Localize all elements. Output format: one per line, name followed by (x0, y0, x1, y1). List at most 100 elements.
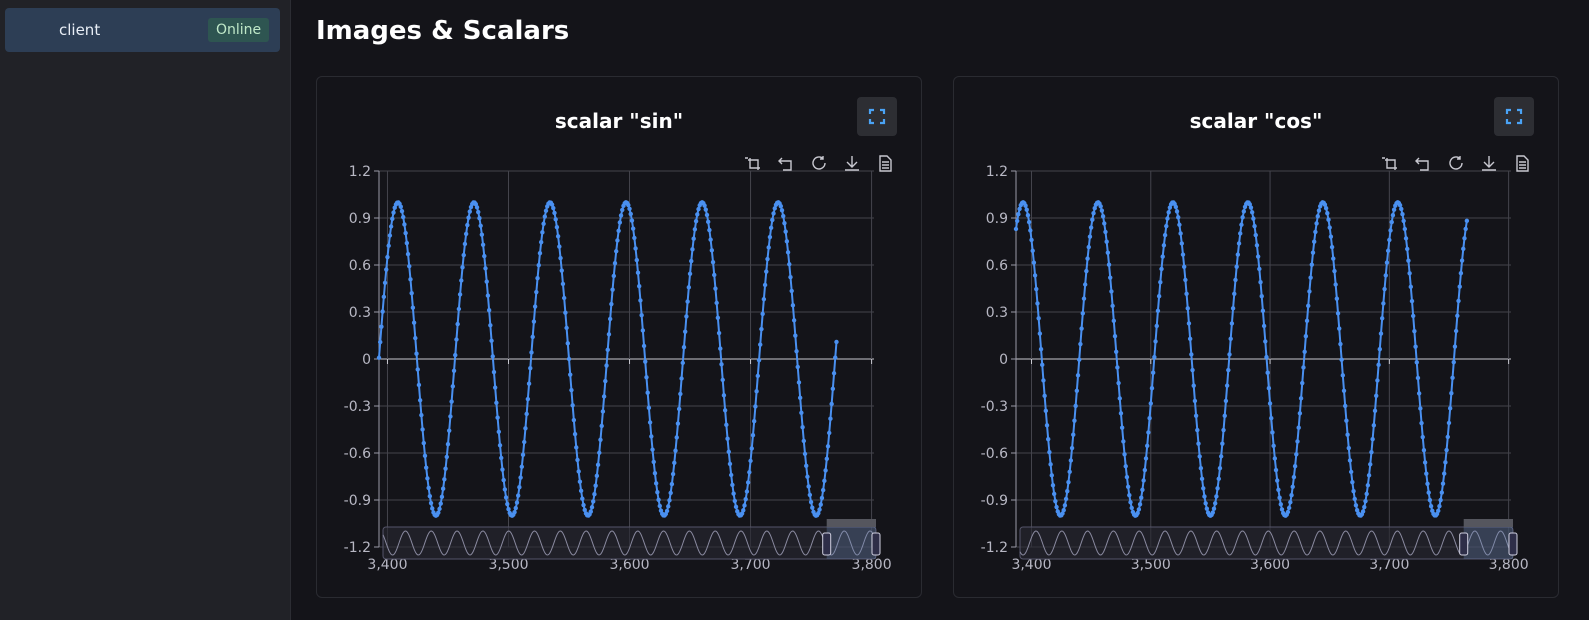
datazoom-slider[interactable] (382, 526, 877, 560)
data-point (1036, 316, 1041, 321)
data-point (474, 205, 480, 210)
datazoom-handle[interactable] (822, 532, 832, 556)
data-point (1086, 244, 1091, 250)
data-point (749, 446, 754, 451)
data-point (440, 486, 446, 491)
data-point (1350, 479, 1355, 485)
data-point (515, 493, 521, 498)
data-point (426, 485, 431, 491)
download-icon[interactable] (1482, 156, 1496, 171)
data-point (1145, 443, 1150, 449)
data-point (1333, 282, 1338, 287)
zoom-select-icon[interactable] (1382, 157, 1397, 170)
fullscreen-button[interactable] (857, 97, 897, 136)
data-point (581, 502, 586, 508)
data-point (1112, 334, 1118, 339)
data-point (480, 242, 486, 247)
data-point (1463, 226, 1468, 232)
data-point (822, 478, 827, 484)
data-point (1146, 430, 1151, 435)
datazoom-handle[interactable] (1459, 532, 1469, 556)
zoom-reset-icon[interactable] (778, 157, 792, 171)
datazoom-window[interactable] (826, 527, 876, 559)
data-point (552, 210, 557, 216)
download-icon[interactable] (845, 156, 859, 171)
data-point (1128, 500, 1133, 505)
data-point (491, 369, 497, 375)
datazoom-move-handle[interactable] (826, 519, 876, 527)
data-point (1374, 393, 1379, 399)
data-point (1425, 481, 1430, 486)
data-point (1062, 503, 1068, 508)
datazoom-series (382, 530, 877, 556)
datazoom-window[interactable] (1463, 527, 1513, 559)
data-point (1054, 504, 1059, 510)
data-point (709, 248, 715, 253)
data-point (761, 296, 767, 302)
data-point (1296, 425, 1301, 430)
data-point (669, 481, 675, 487)
data-point (1338, 341, 1343, 347)
data-point (1351, 489, 1356, 494)
x-tick-label: 3,700 (731, 557, 771, 573)
sidebar-item-client[interactable]: client Online (5, 8, 280, 52)
data-point (760, 311, 765, 317)
data-point (724, 422, 729, 428)
data-point (1457, 284, 1462, 289)
data-point (1192, 398, 1198, 404)
data-point (1034, 286, 1039, 292)
data-point (696, 206, 701, 212)
data-point (571, 417, 577, 423)
datazoom-move-handle[interactable] (1463, 519, 1513, 527)
datazoom-handle[interactable] (871, 532, 881, 556)
x-tick-label: 3,800 (852, 557, 892, 573)
data-point (743, 496, 748, 502)
datazoom-handle[interactable] (1508, 532, 1518, 556)
chart-sin[interactable]: 1.2 0.9 0.6 0.3 0 -0.3 -0.6 -0.9 -1.23,400 3,500 3… (317, 77, 923, 599)
data-point (424, 465, 429, 470)
data-point (1061, 507, 1066, 513)
fullscreen-icon (868, 108, 886, 125)
data-view-icon[interactable] (879, 155, 892, 172)
data-point (650, 447, 655, 452)
data-point (380, 309, 385, 314)
data-point (1110, 303, 1115, 309)
data-point (1127, 493, 1132, 498)
data-point (715, 315, 721, 320)
data-point (1195, 427, 1200, 433)
data-point (802, 451, 808, 457)
data-point (768, 225, 774, 231)
data-point (427, 493, 433, 499)
data-point (1285, 509, 1291, 515)
status-badge: Online (208, 18, 270, 42)
data-point (565, 341, 571, 346)
zoom-select-icon[interactable] (745, 157, 760, 170)
data-view-icon[interactable] (1516, 155, 1529, 172)
data-point (640, 328, 646, 333)
data-point (1176, 215, 1181, 220)
data-point (1037, 331, 1043, 336)
chart-cos[interactable]: 1.2 0.9 0.6 0.3 0 -0.3 -0.6 -0.9 -1.23,400 3,500 3… (954, 77, 1560, 599)
restore-icon[interactable] (812, 156, 826, 170)
data-point (564, 325, 569, 331)
data-point (603, 378, 608, 384)
zoom-reset-icon[interactable] (1415, 157, 1429, 171)
data-point (582, 507, 587, 513)
data-point (410, 305, 416, 310)
data-point (748, 458, 753, 464)
data-point (382, 280, 388, 285)
data-point (512, 509, 517, 515)
x-tick-label: 3,600 (1250, 557, 1290, 573)
data-point (538, 239, 544, 245)
fullscreen-button[interactable] (1494, 97, 1534, 136)
data-point (448, 414, 453, 419)
data-point (524, 411, 529, 417)
data-point (436, 510, 441, 515)
data-point (460, 265, 465, 270)
data-point (1218, 454, 1224, 459)
data-point (1155, 308, 1161, 314)
data-point (725, 436, 730, 441)
data-point (810, 505, 815, 510)
restore-icon[interactable] (1449, 156, 1463, 170)
data-point (689, 258, 694, 264)
